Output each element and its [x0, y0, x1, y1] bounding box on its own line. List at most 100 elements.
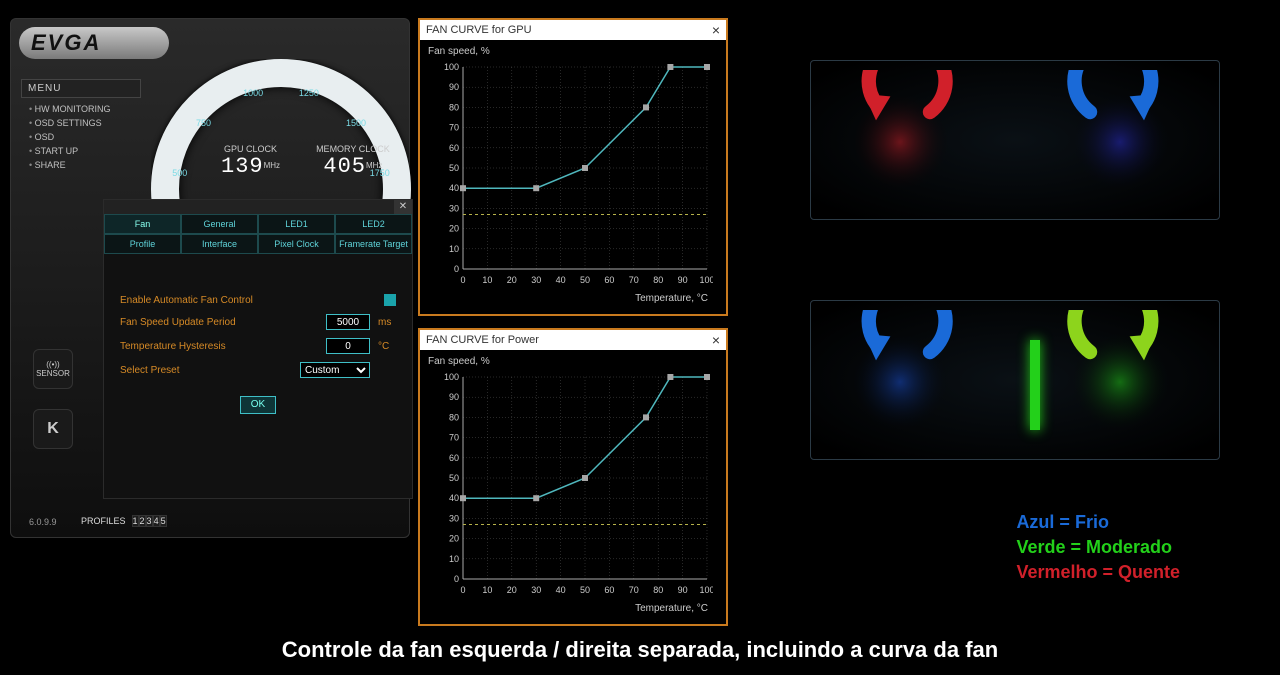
close-icon[interactable]: ✕ [394, 200, 412, 214]
svg-text:100: 100 [699, 585, 713, 595]
gpu-clock-value: 139 [221, 154, 264, 179]
svg-text:10: 10 [482, 275, 492, 285]
profile-button[interactable]: 2 [139, 515, 146, 527]
profile-button[interactable]: 4 [153, 515, 160, 527]
tab-framerate-target[interactable]: Framerate Target [335, 234, 412, 254]
svg-text:20: 20 [449, 534, 459, 544]
update-period-unit: ms [378, 317, 396, 328]
svg-text:90: 90 [449, 82, 459, 92]
tab-general[interactable]: General [181, 214, 258, 234]
gpu-card-top [810, 60, 1220, 220]
caption: Controle da fan esquerda / direita separ… [0, 637, 1280, 663]
profiles-label: PROFILES [81, 516, 126, 526]
preset-label: Select Preset [120, 365, 292, 376]
fan-right-arrow-icon [1060, 310, 1180, 430]
evga-logo: EVGA [19, 27, 169, 59]
menu-item[interactable]: START UP [29, 144, 141, 158]
profile-button[interactable]: 5 [160, 515, 167, 527]
fan-curve-power-title: FAN CURVE for Power [426, 334, 539, 346]
evga-main-panel: EVGA MENU HW MONITORINGOSD SETTINGSOSDST… [10, 18, 410, 538]
fan-curve-gpu-chart[interactable]: 0102030405060708090100010203040506070809… [433, 61, 713, 291]
tab-fan[interactable]: Fan [104, 214, 181, 234]
tab-led1[interactable]: LED1 [258, 214, 335, 234]
svg-text:40: 40 [449, 183, 459, 193]
svg-text:70: 70 [449, 433, 459, 443]
profile-button[interactable]: 3 [146, 515, 153, 527]
svg-text:60: 60 [449, 143, 459, 153]
svg-text:80: 80 [653, 585, 663, 595]
menu-item[interactable]: HW MONITORING [29, 102, 141, 116]
fan-curve-gpu-ylabel: Fan speed, % [428, 46, 718, 57]
clock-readout: GPU CLOCK 139MHz MEMORY CLOCK 405MHz [221, 144, 390, 179]
svg-text:30: 30 [531, 585, 541, 595]
tab-led2[interactable]: LED2 [335, 214, 412, 234]
svg-text:30: 30 [449, 513, 459, 523]
svg-text:30: 30 [531, 275, 541, 285]
version-label: 6.0.9.9 [29, 517, 57, 527]
svg-text:80: 80 [449, 412, 459, 422]
svg-text:10: 10 [482, 585, 492, 595]
svg-text:20: 20 [507, 585, 517, 595]
svg-text:0: 0 [460, 275, 465, 285]
hysteresis-unit: °C [378, 341, 396, 352]
fan-curve-power-window: FAN CURVE for Power × Fan speed, % 0 10 20… [418, 328, 728, 626]
svg-text:90: 90 [678, 585, 688, 595]
svg-text:80: 80 [449, 102, 459, 112]
svg-text:100: 100 [444, 372, 459, 382]
svg-text:10: 10 [449, 244, 459, 254]
svg-text:50: 50 [449, 473, 459, 483]
svg-text:30: 30 [449, 203, 459, 213]
sensor-icon: ((•)) [46, 360, 59, 369]
fan-left-arrow-icon [840, 70, 960, 190]
hysteresis-input[interactable] [326, 338, 370, 354]
svg-text:20: 20 [449, 224, 459, 234]
update-period-input[interactable] [326, 314, 370, 330]
fan-left-arrow-icon [840, 310, 960, 430]
svg-text:40: 40 [449, 493, 459, 503]
settings-dialog: ✕ FanGeneralLED1LED2 ProfileInterfacePix… [103, 199, 413, 499]
menu-item[interactable]: OSD SETTINGS [29, 116, 141, 130]
svg-text:60: 60 [449, 453, 459, 463]
clock-gauge: 5007501000125015001750 [151, 59, 411, 219]
ok-button[interactable]: OK [240, 396, 276, 414]
svg-text:70: 70 [629, 585, 639, 595]
menu-item[interactable]: SHARE [29, 158, 141, 172]
mem-clock-value: 405 [323, 154, 366, 179]
enable-auto-checkbox[interactable] [384, 294, 396, 306]
legend-red: Vermelho = Quente [1016, 560, 1180, 585]
svg-text:60: 60 [604, 275, 614, 285]
svg-text:60: 60 [604, 585, 614, 595]
tab-pixel-clock[interactable]: Pixel Clock [258, 234, 335, 254]
memory-strip-icon [1030, 340, 1040, 430]
close-icon[interactable]: × [712, 332, 720, 348]
k-button[interactable]: K [33, 409, 73, 449]
svg-text:80: 80 [653, 275, 663, 285]
legend-green: Verde = Moderado [1016, 535, 1180, 560]
svg-text:90: 90 [449, 392, 459, 402]
svg-text:50: 50 [449, 163, 459, 173]
profile-button[interactable]: 1 [132, 515, 139, 527]
svg-text:90: 90 [678, 275, 688, 285]
svg-text:100: 100 [444, 62, 459, 72]
fan-curve-gpu-title: FAN CURVE for GPU [426, 24, 532, 36]
tab-profile[interactable]: Profile [104, 234, 181, 254]
svg-text:0: 0 [460, 585, 465, 595]
svg-text:50: 50 [580, 275, 590, 285]
svg-text:100: 100 [699, 275, 713, 285]
gpu-card-bottom [810, 300, 1220, 460]
fan-curve-power-chart[interactable]: 0102030405060708090100010203040506070809… [433, 371, 713, 601]
sensor-button[interactable]: ((•)) SENSOR [33, 349, 73, 389]
svg-text:70: 70 [449, 123, 459, 133]
preset-select[interactable]: Custom [300, 362, 370, 378]
gpu-clock-label: GPU CLOCK [221, 144, 280, 154]
close-icon[interactable]: × [712, 22, 720, 38]
svg-text:10: 10 [449, 554, 459, 564]
legend-blue: Azul = Frio [1016, 510, 1180, 535]
menu: MENU HW MONITORINGOSD SETTINGSOSDSTART U… [21, 79, 141, 172]
svg-text:70: 70 [629, 275, 639, 285]
tab-interface[interactable]: Interface [181, 234, 258, 254]
svg-text:0: 0 [454, 574, 459, 584]
fan-curve-power-ylabel: Fan speed, % [428, 356, 718, 367]
fan-curve-gpu-xlabel: Temperature, °C [428, 293, 718, 304]
menu-item[interactable]: OSD [29, 130, 141, 144]
